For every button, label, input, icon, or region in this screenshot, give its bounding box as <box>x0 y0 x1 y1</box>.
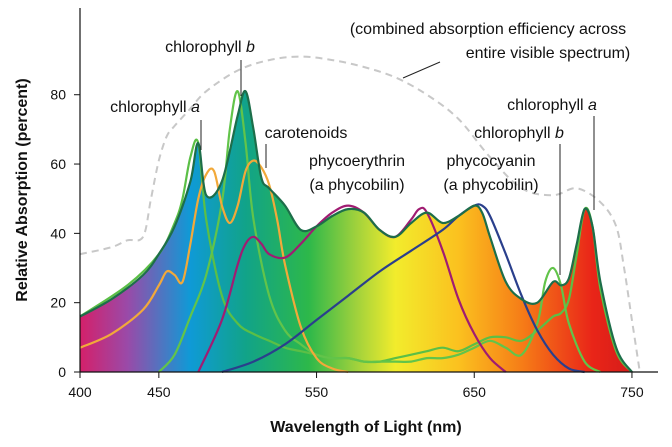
annotation-phycocyanin: phycocyanin <box>447 153 536 170</box>
annotation-phycoerythrin: phycoerythrin <box>309 153 405 170</box>
annotation-chl-b-left: chlorophyll b <box>165 39 255 56</box>
x-tick-label-550: 550 <box>305 384 329 400</box>
x-tick-label-450: 450 <box>147 384 171 400</box>
y-tick-label-80: 80 <box>50 87 66 103</box>
y-axis-title: Relative Absorption (percent) <box>14 78 31 301</box>
annotations-layer: chlorophyll b chlorophyll a carotenoids phy… <box>110 21 630 275</box>
carotenoids-line <box>79 159 349 374</box>
annotation-chl-b-right: chlorophyll b <box>474 125 564 142</box>
leader-combined <box>402 61 441 79</box>
y-tick-label-0: 0 <box>58 364 66 380</box>
annotation-chl-a-right: chlorophyll a <box>507 97 597 114</box>
axes-layer <box>79 8 658 373</box>
annotation-combined-line2: entire visible spectrum) <box>466 45 631 62</box>
x-tick-label-750: 750 <box>620 384 644 400</box>
y-tick-label-60: 60 <box>50 156 66 172</box>
envelope-fill <box>80 90 632 372</box>
x-axis-title: Wavelength of Light (nm) <box>270 419 461 436</box>
annotation-chl-a-left: chlorophyll a <box>110 99 200 116</box>
x-tick-label-650: 650 <box>463 384 487 400</box>
y-tick-label-40: 40 <box>50 225 66 241</box>
phycoerythrin-line <box>197 204 507 373</box>
y-tick-label-20: 20 <box>50 295 66 311</box>
annotation-combined: (combined absorption efficiency across <box>350 21 626 38</box>
ticks-layer: 400 450 550 650 750 0 20 40 60 80 <box>50 87 643 400</box>
plot-layer <box>79 55 641 374</box>
annotation-carotenoids: carotenoids <box>265 125 348 142</box>
x-tick-label-400: 400 <box>68 384 92 400</box>
annotation-phycocyanin-line2: (a phycobilin) <box>443 177 538 194</box>
envelope-outline <box>79 89 633 373</box>
annotation-phycoerythrin-line2: (a phycobilin) <box>309 177 404 194</box>
